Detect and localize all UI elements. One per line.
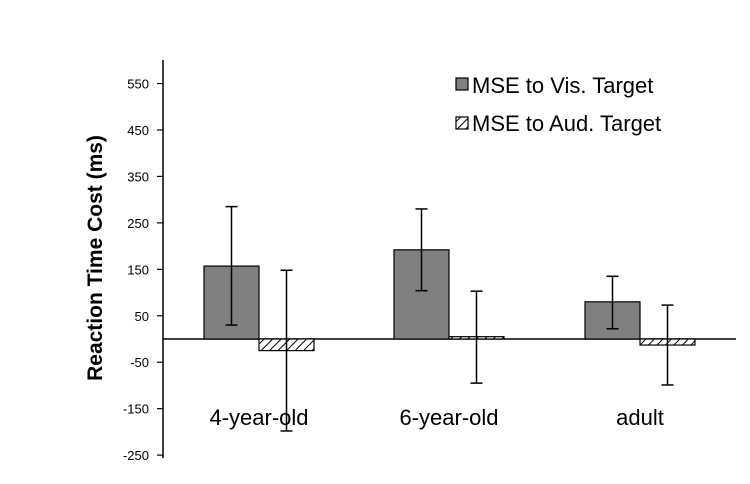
category-labels: 4-year-old 6-year-old adult <box>209 405 663 430</box>
y-tick-label: 450 <box>127 123 149 138</box>
category-label: 6-year-old <box>399 405 498 430</box>
legend-label-vis: MSE to Vis. Target <box>472 73 653 98</box>
y-tick-label: 350 <box>127 169 149 184</box>
category-label: 4-year-old <box>209 405 308 430</box>
legend: MSE to Vis. Target MSE to Aud. Target <box>455 73 661 136</box>
legend-label-aud: MSE to Aud. Target <box>472 111 661 136</box>
y-axis-label: Reaction Time Cost (ms) <box>84 135 107 381</box>
y-tick-label: 150 <box>127 262 149 277</box>
category-label: adult <box>616 405 664 430</box>
legend-swatch-vis <box>455 77 469 91</box>
y-tick-label: 550 <box>127 77 149 92</box>
y-ticks: 550 450 350 250 150 50 -50 -150 -250 <box>123 77 163 463</box>
y-tick-label: 250 <box>127 216 149 231</box>
y-tick-label: -50 <box>130 355 149 370</box>
y-tick-label: -250 <box>123 448 149 463</box>
bars <box>203 249 696 352</box>
error-bars <box>225 205 674 432</box>
y-tick-label: -150 <box>123 402 149 417</box>
y-tick-label: 50 <box>135 309 149 324</box>
legend-swatch-aud <box>455 116 469 130</box>
